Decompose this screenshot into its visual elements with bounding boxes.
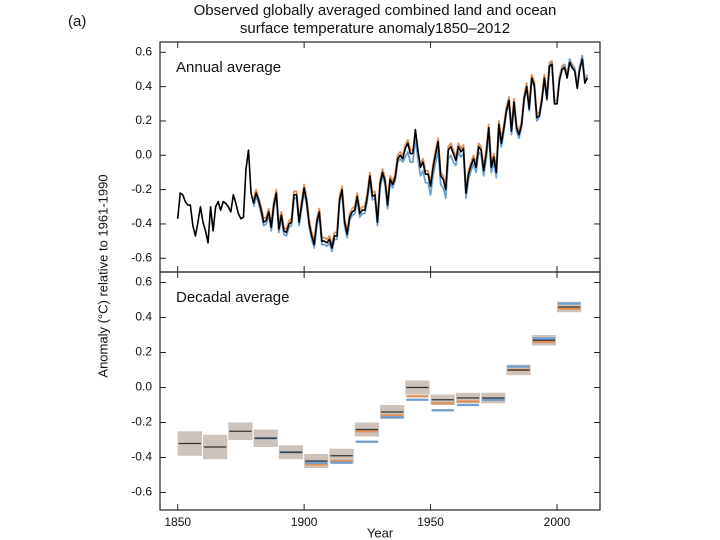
y-tick-label: 0.4 bbox=[135, 79, 152, 93]
annual-line bbox=[252, 54, 589, 246]
title-line: surface temperature anomaly1850–2012 bbox=[240, 20, 510, 37]
x-tick-label: 1950 bbox=[417, 515, 444, 529]
annual-line bbox=[252, 54, 589, 253]
y-tick-label: 0.0 bbox=[135, 380, 152, 394]
y-tick-label: 0.4 bbox=[135, 310, 152, 324]
title-line: Observed globally averaged combined land… bbox=[194, 2, 557, 19]
y-tick-label: -0.6 bbox=[131, 250, 152, 264]
x-tick-label: 1850 bbox=[164, 515, 191, 529]
y-tick-label: -0.4 bbox=[131, 216, 152, 230]
panel-annotation: Decadal average bbox=[176, 289, 289, 306]
x-axis-label: Year bbox=[367, 525, 394, 540]
y-tick-label: 0.6 bbox=[135, 275, 152, 289]
y-tick-label: 0.6 bbox=[135, 44, 152, 58]
y-tick-label: -0.2 bbox=[131, 415, 152, 429]
x-tick-label: 2000 bbox=[544, 515, 571, 529]
y-tick-label: 0.0 bbox=[135, 147, 152, 161]
y-tick-label: 0.2 bbox=[135, 345, 152, 359]
y-tick-label: -0.4 bbox=[131, 450, 152, 464]
panel: -0.6 -0.4 -0.2 0.0 0.2 0.4 0.6 Annual average bbox=[131, 41, 601, 273]
plot-frame bbox=[159, 41, 601, 273]
annual-line bbox=[176, 58, 589, 249]
x-tick-label: 1900 bbox=[291, 515, 318, 529]
y-tick-label: -0.6 bbox=[131, 485, 152, 499]
y-tick-label: 0.2 bbox=[135, 113, 152, 127]
y-tick-label: -0.2 bbox=[131, 182, 152, 196]
plot-frame bbox=[159, 271, 601, 511]
y-axis-label: Anomaly (°C) relative to 1961-1990 bbox=[95, 174, 110, 377]
panel: -0.6 -0.4 -0.2 0.0 0.2 0.4 0.6 1850 1900 1950 2000… bbox=[131, 271, 601, 540]
panel-annotation: Annual average bbox=[176, 59, 281, 76]
panel-label: (a) bbox=[68, 13, 86, 30]
